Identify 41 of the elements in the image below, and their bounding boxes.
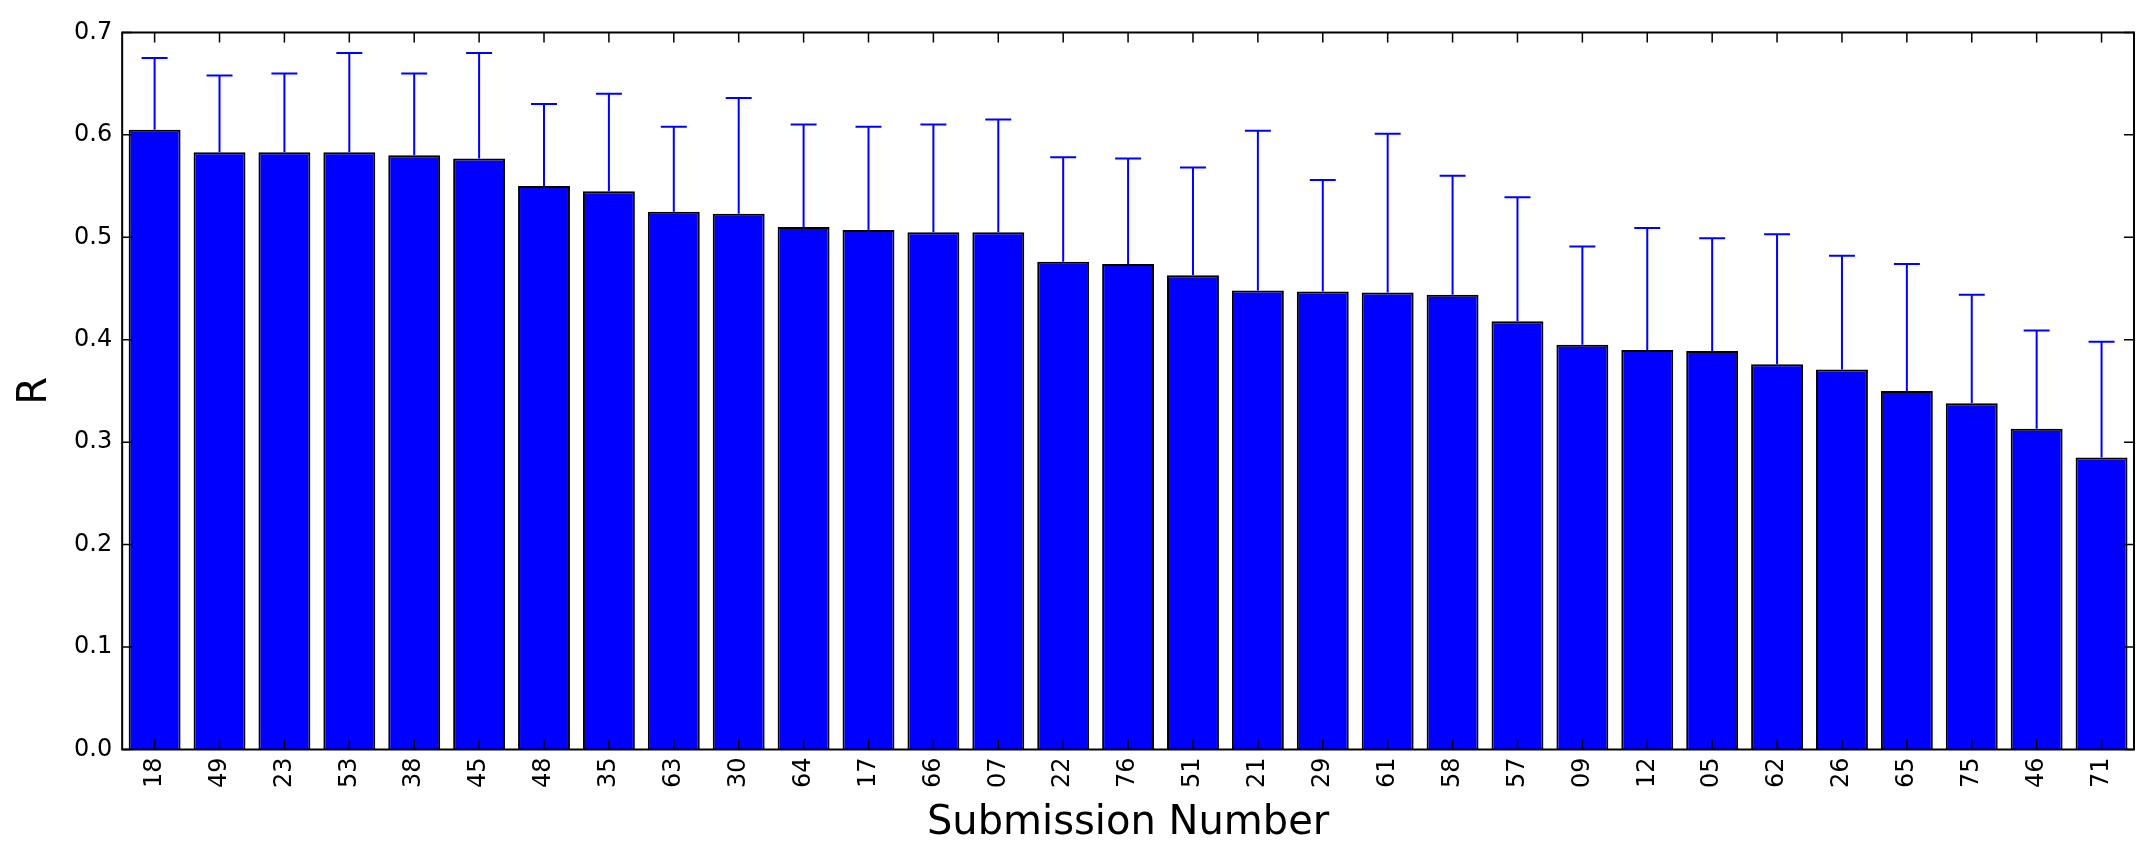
x-tick-label: 18 (138, 757, 167, 789)
x-tick-label: 23 (268, 757, 297, 789)
x-tick-label: 51 (1177, 757, 1206, 789)
x-axis-title: Submission Number (926, 797, 1330, 844)
x-tick-label: 75 (1955, 757, 1984, 789)
y-tick-label: 0.6 (74, 119, 113, 148)
x-tick-label: 21 (1242, 757, 1271, 789)
x-tick-label: 49 (203, 757, 232, 789)
x-tick-label: 66 (917, 757, 946, 789)
x-tick-label: 12 (1631, 757, 1660, 789)
x-tick-label: 07 (982, 757, 1011, 789)
x-tick-label: 65 (1891, 757, 1920, 789)
x-tick-label: 30 (722, 757, 751, 789)
x-tick-label: 17 (852, 757, 881, 789)
y-tick-label: 0.1 (74, 631, 113, 660)
x-tick-label: 48 (528, 757, 557, 789)
x-tick-label: 05 (1696, 757, 1725, 789)
y-axis-title: R (9, 377, 56, 405)
y-tick-label: 0.5 (74, 221, 113, 250)
x-tick-label: 29 (1307, 757, 1336, 789)
y-tick-label: 0.2 (74, 528, 113, 557)
x-tick-label: 46 (2020, 757, 2049, 789)
x-tick-label: 76 (1112, 757, 1141, 789)
x-tick-label: 35 (593, 757, 622, 789)
x-tick-label: 57 (1501, 757, 1530, 789)
y-tick-label: 0.3 (74, 426, 113, 455)
x-tick-label: 58 (1436, 757, 1465, 789)
x-tick-label: 26 (1826, 757, 1855, 789)
x-tick-label: 45 (463, 757, 492, 789)
x-tick-label: 71 (2085, 757, 2114, 789)
x-tick-label: 64 (787, 757, 816, 789)
x-tick-label: 38 (398, 757, 427, 789)
x-tick-label: 09 (1566, 757, 1595, 789)
x-tick-label: 53 (333, 757, 362, 789)
x-tick-label: 62 (1761, 757, 1790, 789)
x-tick-label: 61 (1371, 757, 1400, 789)
x-tick-label: 22 (1047, 757, 1076, 789)
y-tick-label: 0.7 (74, 16, 113, 45)
x-tick-label: 63 (658, 757, 687, 789)
y-tick-label: 0.0 (74, 733, 113, 762)
y-tick-label: 0.4 (74, 323, 113, 352)
